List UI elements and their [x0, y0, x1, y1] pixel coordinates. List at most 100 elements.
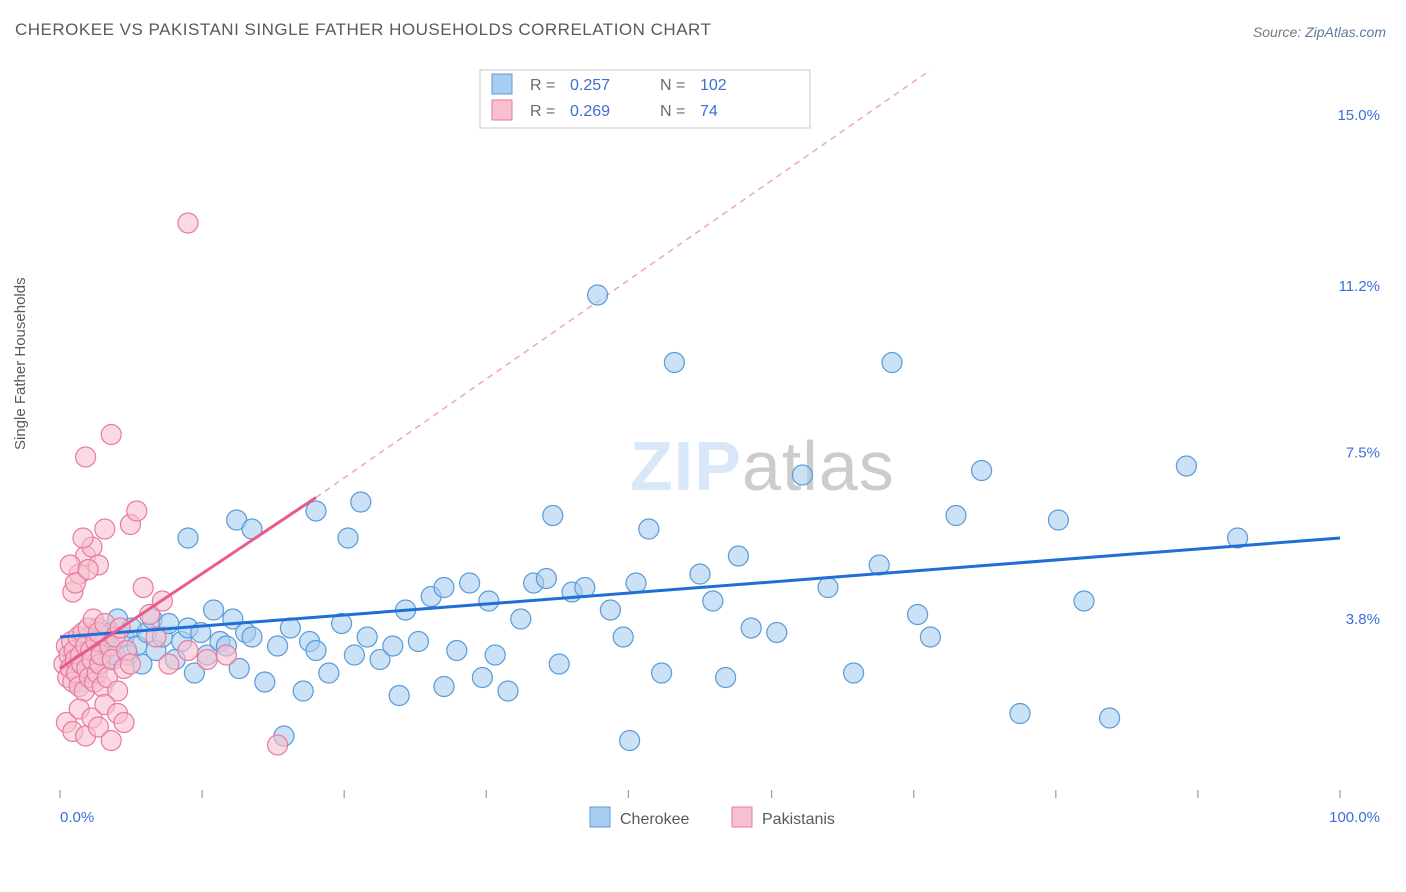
data-point [613, 627, 633, 647]
trend-line-cherokee [60, 538, 1340, 637]
legend-swatch [590, 807, 610, 827]
data-point [178, 213, 198, 233]
data-point [639, 519, 659, 539]
data-point [479, 591, 499, 611]
y-tick-label: 11.2% [1339, 278, 1380, 295]
y-axis-label: Single Father Households [12, 277, 29, 450]
data-point [242, 627, 262, 647]
data-point [844, 663, 864, 683]
data-point [434, 677, 454, 697]
data-point [792, 465, 812, 485]
source-link[interactable]: ZipAtlas.com [1305, 24, 1386, 40]
legend-n-value: 102 [700, 77, 727, 94]
data-point [716, 668, 736, 688]
y-tick-label: 7.5% [1346, 445, 1380, 462]
data-point [972, 461, 992, 481]
data-point [600, 600, 620, 620]
legend-swatch [492, 100, 512, 120]
data-point [767, 623, 787, 643]
data-point [306, 501, 326, 521]
data-point [389, 686, 409, 706]
data-point [73, 528, 93, 548]
data-point [60, 555, 80, 575]
legend-swatch [732, 807, 752, 827]
data-point [78, 560, 98, 580]
scatter-chart: ZIPatlas 0.0% 100.0% 3.8% 7.5% 11.2% 15.0% R = 0… [50, 60, 1390, 830]
legend-n-value: 74 [700, 103, 718, 120]
data-point [306, 641, 326, 661]
data-point [882, 353, 902, 373]
data-point [101, 731, 121, 751]
legend-r-label: R = [530, 103, 555, 120]
data-point [159, 654, 179, 674]
data-point [344, 645, 364, 665]
y-tick-label: 3.8% [1346, 611, 1380, 628]
data-point [216, 645, 236, 665]
data-point [543, 506, 563, 526]
data-point [351, 492, 371, 512]
legend-swatch [492, 74, 512, 94]
data-point [703, 591, 723, 611]
legend-r-label: R = [530, 77, 555, 94]
data-point [178, 528, 198, 548]
data-point [101, 425, 121, 445]
data-point [434, 578, 454, 598]
data-point [178, 641, 198, 661]
data-point [498, 681, 518, 701]
data-point [1176, 456, 1196, 476]
data-point [652, 663, 672, 683]
chart-title: CHEROKEE VS PAKISTANI SINGLE FATHER HOUS… [15, 20, 711, 40]
legend-series-label: Cherokee [620, 811, 689, 828]
data-point [293, 681, 313, 701]
data-point [908, 605, 928, 625]
data-point [664, 353, 684, 373]
data-point [133, 578, 153, 598]
data-point [268, 735, 288, 755]
data-point [338, 528, 358, 548]
data-point [447, 641, 467, 661]
data-point [1074, 591, 1094, 611]
data-point [95, 519, 115, 539]
data-point [1100, 708, 1120, 728]
legend-r-value: 0.269 [570, 103, 610, 120]
data-point [549, 654, 569, 674]
data-point [818, 578, 838, 598]
data-point [120, 654, 140, 674]
x-tick-label: 100.0% [1329, 809, 1380, 826]
data-point [460, 573, 480, 593]
data-point [76, 447, 96, 467]
data-point [626, 573, 646, 593]
data-point [536, 569, 556, 589]
data-point [920, 627, 940, 647]
data-point [319, 663, 339, 683]
data-point [728, 546, 748, 566]
data-point [114, 713, 134, 733]
data-point [946, 506, 966, 526]
data-point [357, 627, 377, 647]
legend-n-label: N = [660, 103, 685, 120]
data-point [690, 564, 710, 584]
data-point [741, 618, 761, 638]
data-point [408, 632, 428, 652]
legend-series-label: Pakistanis [762, 811, 835, 828]
data-point [472, 668, 492, 688]
data-point [1010, 704, 1030, 724]
legend-r-value: 0.257 [570, 77, 610, 94]
watermark: ZIPatlas [630, 427, 895, 505]
source-attribution: Source: ZipAtlas.com [1253, 24, 1386, 40]
legend-n-label: N = [660, 77, 685, 94]
data-point [268, 636, 288, 656]
data-point [197, 650, 217, 670]
data-point [255, 672, 275, 692]
data-point [1048, 510, 1068, 530]
data-point [204, 600, 224, 620]
data-point [620, 731, 640, 751]
x-tick-label: 0.0% [60, 809, 94, 826]
data-point [485, 645, 505, 665]
data-point [383, 636, 403, 656]
data-point [511, 609, 531, 629]
y-tick-label: 15.0% [1337, 107, 1380, 124]
source-prefix: Source: [1253, 24, 1305, 40]
data-point [588, 285, 608, 305]
data-point [127, 501, 147, 521]
